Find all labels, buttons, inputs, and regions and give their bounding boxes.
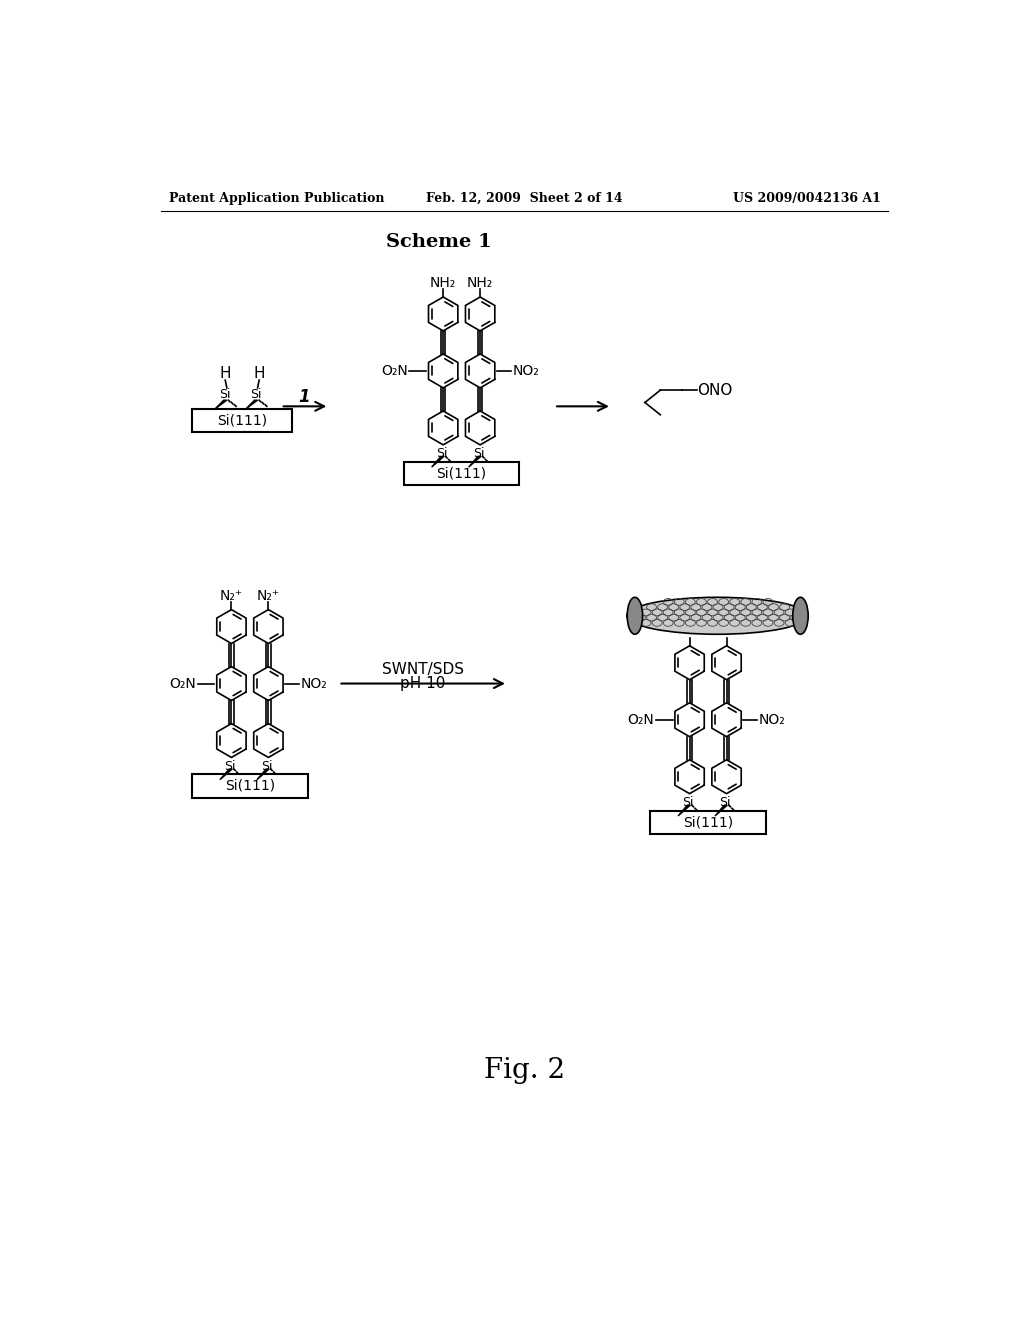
- Bar: [193, 775, 307, 797]
- Polygon shape: [432, 457, 444, 467]
- Text: H: H: [219, 367, 231, 381]
- Text: NH₂: NH₂: [430, 276, 457, 290]
- Text: Si(111): Si(111): [225, 779, 275, 793]
- Polygon shape: [257, 770, 269, 780]
- Text: Si: Si: [436, 447, 447, 461]
- Text: SWNT/SDS: SWNT/SDS: [382, 663, 464, 677]
- Text: O₂N: O₂N: [628, 713, 654, 727]
- Text: N₂⁺: N₂⁺: [220, 589, 243, 603]
- Polygon shape: [715, 805, 727, 816]
- Text: O₂N: O₂N: [169, 677, 196, 690]
- Text: Si(111): Si(111): [217, 413, 267, 428]
- Bar: [403, 462, 519, 484]
- Text: Si: Si: [219, 388, 231, 400]
- Text: Si: Si: [250, 388, 262, 400]
- Text: O₂N: O₂N: [381, 364, 408, 378]
- Text: 1: 1: [299, 388, 310, 407]
- Text: Fig. 2: Fig. 2: [484, 1057, 565, 1084]
- Text: Si(111): Si(111): [436, 466, 486, 480]
- Text: Si(111): Si(111): [683, 816, 733, 829]
- Text: Si: Si: [682, 796, 694, 809]
- Ellipse shape: [628, 597, 643, 635]
- Polygon shape: [246, 400, 258, 409]
- Text: Si: Si: [719, 796, 731, 809]
- Text: NH₂: NH₂: [467, 276, 494, 290]
- Text: Si: Si: [261, 760, 272, 772]
- Bar: [193, 409, 292, 432]
- Text: Feb. 12, 2009  Sheet 2 of 14: Feb. 12, 2009 Sheet 2 of 14: [426, 191, 624, 205]
- Text: ONO: ONO: [697, 383, 732, 397]
- Text: US 2009/0042136 A1: US 2009/0042136 A1: [732, 191, 881, 205]
- Text: Scheme 1: Scheme 1: [386, 232, 492, 251]
- Polygon shape: [214, 400, 226, 409]
- Polygon shape: [220, 770, 232, 780]
- Text: Si: Si: [473, 447, 484, 461]
- Text: NO₂: NO₂: [512, 364, 540, 378]
- Ellipse shape: [793, 597, 808, 635]
- Text: N₂⁺: N₂⁺: [257, 589, 280, 603]
- Text: Patent Application Publication: Patent Application Publication: [169, 191, 385, 205]
- Polygon shape: [678, 805, 690, 816]
- Text: Si: Si: [224, 760, 236, 772]
- Text: NO₂: NO₂: [759, 713, 785, 727]
- Text: H: H: [253, 367, 265, 381]
- Polygon shape: [469, 457, 481, 467]
- Text: NO₂: NO₂: [301, 677, 328, 690]
- Text: pH 10: pH 10: [400, 676, 445, 692]
- Bar: [650, 810, 766, 834]
- Ellipse shape: [627, 597, 808, 635]
